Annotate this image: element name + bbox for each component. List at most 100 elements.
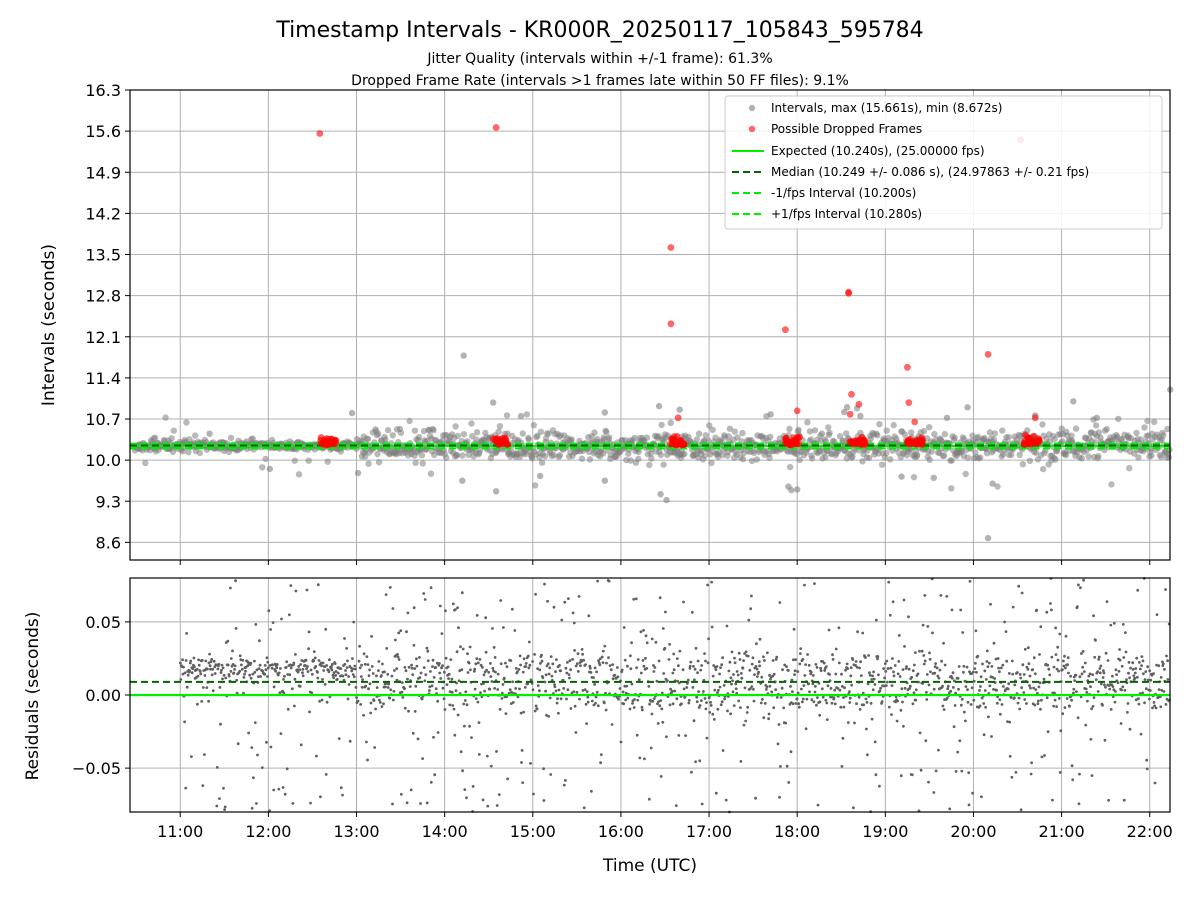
- interval-point: [635, 455, 642, 463]
- residual-point: [514, 667, 518, 670]
- residual-point: [922, 654, 926, 657]
- residual-point: [1084, 687, 1088, 691]
- interval-point: [259, 464, 266, 471]
- residual-point: [1111, 685, 1115, 688]
- residual-point: [626, 664, 629, 668]
- residual-point: [217, 662, 221, 666]
- interval-outlier-point: [1093, 414, 1101, 421]
- residual-point: [214, 663, 218, 667]
- residual-point: [1131, 668, 1135, 671]
- residual-point: [447, 672, 451, 676]
- residual-point: [1039, 625, 1043, 629]
- residual-point: [249, 661, 253, 665]
- residual-point: [299, 663, 302, 666]
- residual-point: [645, 641, 649, 645]
- residual-point: [1030, 761, 1033, 765]
- residual-point: [698, 759, 702, 763]
- residual-point: [291, 802, 295, 805]
- residual-point: [229, 670, 233, 673]
- x-tick-label: 18:00: [774, 822, 820, 841]
- residual-point: [731, 679, 734, 683]
- x-tick-label: 22:00: [1127, 822, 1173, 841]
- residual-point: [285, 767, 289, 771]
- interval-point: [1133, 429, 1140, 437]
- residual-point: [554, 689, 558, 693]
- residual-point: [495, 804, 499, 807]
- residual-point: [403, 706, 407, 710]
- residual-point: [746, 705, 750, 709]
- residual-point: [241, 658, 245, 662]
- residual-point: [584, 702, 588, 706]
- interval-point: [948, 457, 955, 464]
- residual-point: [750, 685, 754, 688]
- interval-point: [635, 448, 642, 456]
- residual-point: [440, 666, 443, 670]
- residual-point: [257, 667, 261, 670]
- interval-point: [1095, 429, 1103, 436]
- residual-point: [762, 655, 765, 659]
- interval-point: [948, 485, 955, 492]
- residual-point: [840, 685, 844, 688]
- residual-point: [1092, 614, 1095, 618]
- residual-point: [453, 733, 457, 737]
- residual-point: [359, 675, 363, 678]
- residual-point: [1096, 670, 1100, 674]
- residual-point: [468, 724, 471, 728]
- residual-point: [976, 654, 980, 658]
- interval-point: [542, 435, 550, 442]
- residual-point: [1118, 648, 1121, 651]
- residual-point: [203, 753, 206, 756]
- interval-point: [439, 437, 446, 444]
- residual-point: [908, 687, 911, 690]
- residual-point: [728, 660, 732, 664]
- interval-point: [430, 427, 437, 434]
- residual-point: [277, 787, 281, 791]
- residual-point: [703, 652, 706, 655]
- residual-point: [582, 806, 586, 810]
- residual-point: [423, 679, 427, 683]
- residual-point: [479, 691, 482, 694]
- interval-point: [538, 459, 546, 466]
- interval-point: [883, 449, 890, 457]
- residual-point: [527, 666, 531, 670]
- intervals-y-tick-label: 16.3: [85, 81, 121, 100]
- residual-point: [706, 583, 709, 587]
- residual-point: [1079, 695, 1083, 699]
- residual-point: [777, 723, 781, 726]
- residual-point: [509, 659, 513, 662]
- x-tick-label: 17:00: [686, 822, 732, 841]
- residual-point: [862, 703, 866, 707]
- legend-label-dropped: Possible Dropped Frames: [771, 122, 922, 136]
- interval-point: [926, 424, 933, 431]
- residual-point: [939, 594, 943, 597]
- residual-point: [573, 649, 576, 652]
- residual-point: [269, 745, 273, 749]
- residual-point: [1020, 591, 1024, 595]
- residual-point: [873, 740, 877, 744]
- residual-point: [433, 773, 437, 777]
- residual-point: [989, 602, 992, 606]
- residual-point: [192, 656, 196, 660]
- residual-point: [1135, 675, 1139, 679]
- residual-point: [1151, 706, 1154, 710]
- dropped-frame-point: [501, 434, 509, 442]
- residual-point: [599, 761, 602, 765]
- residual-point: [629, 667, 633, 671]
- residual-point: [1014, 771, 1018, 774]
- residual-point: [982, 702, 986, 705]
- residual-point: [310, 691, 314, 695]
- residual-point: [846, 667, 850, 670]
- residual-point: [807, 663, 811, 667]
- x-tick-label: 14:00: [422, 822, 468, 841]
- residual-point: [264, 668, 268, 672]
- residual-point: [628, 707, 632, 711]
- residual-point: [341, 793, 344, 797]
- residual-point: [771, 674, 775, 678]
- residual-point: [354, 686, 358, 689]
- residual-point: [837, 626, 841, 630]
- residual-point: [809, 670, 813, 674]
- x-tick-label: 21:00: [1039, 822, 1085, 841]
- residual-point: [588, 664, 592, 668]
- residual-point: [705, 701, 708, 704]
- residual-point: [629, 654, 632, 658]
